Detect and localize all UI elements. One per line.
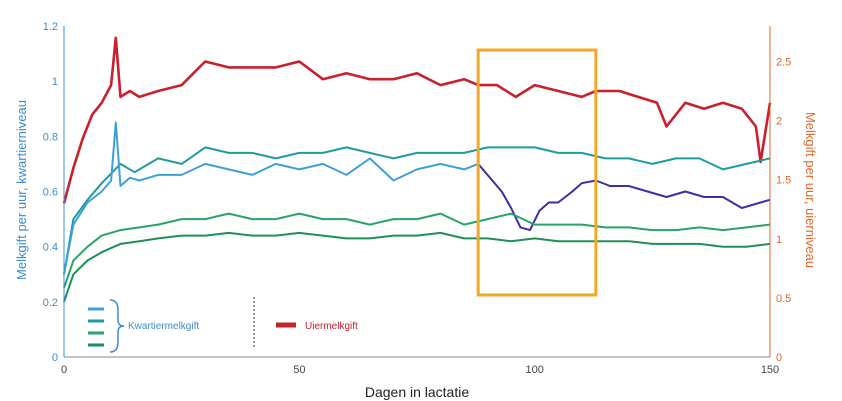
y-left-tick-label: 1.2 [43,21,58,33]
y-right-tick-label: 2.5 [776,56,791,68]
series-layer [62,36,772,303]
y-left-tick-label: 0 [52,352,58,364]
y-right-tick-label: 2 [776,116,782,128]
x-tick-label: 0 [61,364,67,376]
series-line-3 [63,121,479,275]
legend: Kwartiermelkgift Uiermelkgift [88,297,358,353]
x-axis-title: Dagen in lactatie [365,384,470,400]
series-line-2 [63,146,771,275]
y-left-tick-label: 0.6 [43,187,58,199]
y-right-tick-label: 0.5 [776,293,791,305]
series-line-1 [62,36,772,204]
legend-label-kwartier: Kwartiermelkgift [128,321,199,332]
y-right-axis-title: Melkgift per uur, uierniveau [803,112,818,268]
y-right-tick-label: 1 [776,234,782,246]
y-left-tick-label: 0.2 [43,297,58,309]
x-tick-label: 50 [293,364,305,376]
y-left-tick-label: 0.4 [43,242,58,254]
series-line-6 [63,231,771,303]
x-tick-label: 150 [761,364,779,376]
x-tick-label: 100 [525,364,543,376]
series-line-5 [63,212,771,289]
series-line-4 [477,163,771,232]
legend-brace [109,299,125,353]
y-left-axis-title: Melkgift per uur, kwartierniveau [14,100,29,280]
y-left-tick-label: 0.8 [43,131,58,143]
y-left-tick-label: 1 [52,76,58,88]
y-right-tick-label: 0 [776,352,782,364]
highlight-box [476,48,598,297]
y-right-tick-label: 1.5 [776,175,791,187]
legend-label-uier: Uiermelkgift [305,321,358,332]
